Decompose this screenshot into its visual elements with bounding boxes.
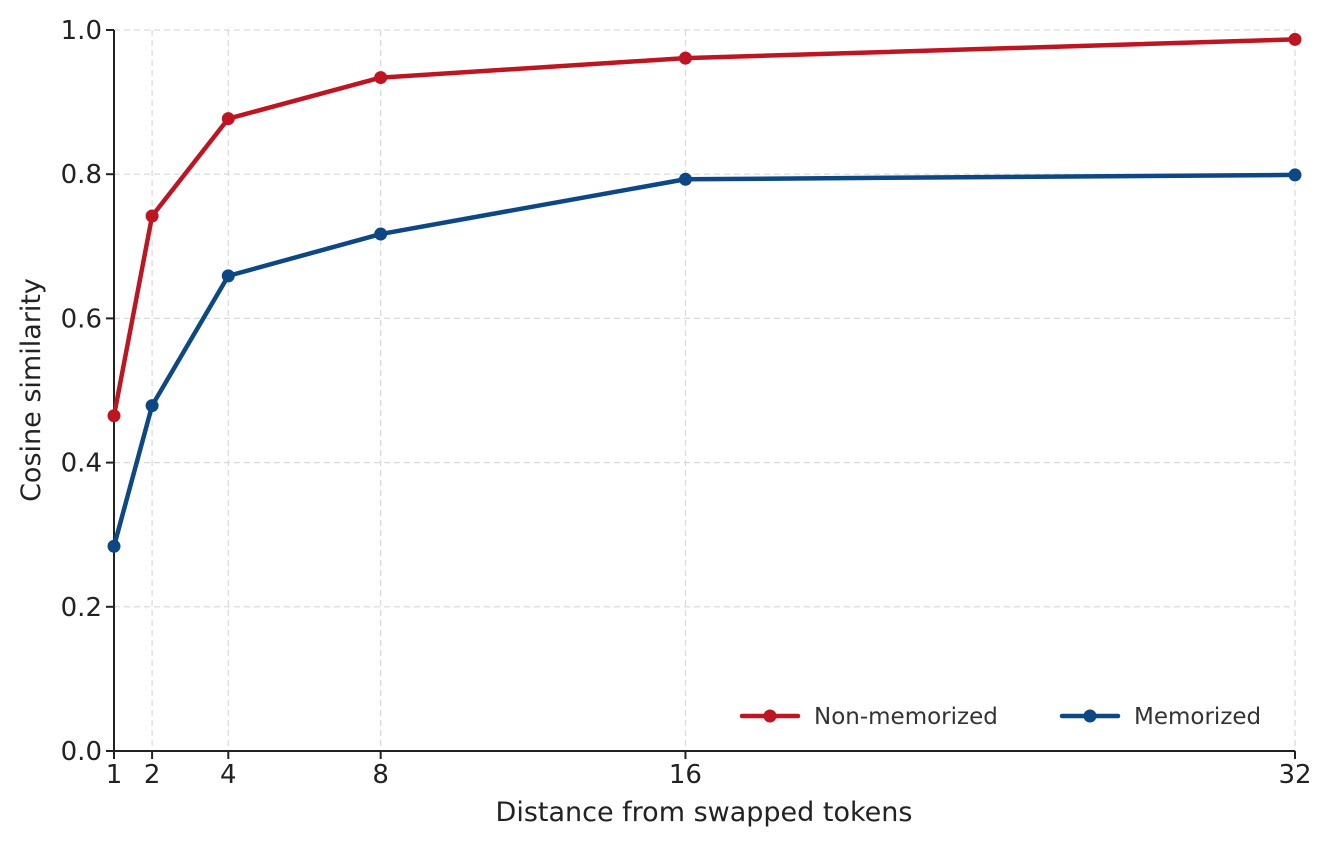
x-tick-label: 16 — [669, 760, 702, 790]
axes: 0.0 0.2 0.4 0.6 0.8 1.0 1 2 4 8 16 32 — [61, 16, 1312, 790]
data-point — [1288, 32, 1302, 46]
data-point — [221, 269, 235, 283]
y-tick-label: 0.2 — [61, 593, 102, 623]
x-tick-label: 1 — [106, 760, 123, 790]
y-tick-label: 0.0 — [61, 737, 102, 767]
data-point — [1288, 168, 1302, 182]
legend-entry: Non-memorized — [739, 704, 998, 730]
x-tick-label: 8 — [372, 760, 389, 790]
x-tick-label: 4 — [220, 760, 237, 790]
legend-label: Memorized — [1134, 704, 1261, 730]
series-line-1 — [111, 172, 1298, 549]
data-point — [678, 172, 692, 186]
data-point — [678, 51, 692, 65]
x-axis-label: Distance from swapped tokens — [496, 797, 913, 828]
data-point — [221, 112, 235, 126]
legend-entry: Memorized — [1059, 704, 1261, 730]
y-axis-label: Cosine similarity — [16, 278, 47, 502]
x-tick-label: 2 — [144, 760, 161, 790]
legend-swatch-marker — [1083, 709, 1097, 723]
legend: Non-memorized Memorized — [739, 704, 1261, 730]
series-line-0 — [111, 37, 1298, 418]
y-tick-label: 0.6 — [61, 304, 102, 334]
data-point — [374, 71, 388, 85]
y-tick-label: 1.0 — [61, 16, 102, 46]
legend-swatch-marker — [763, 709, 777, 723]
x-tick-label: 32 — [1278, 760, 1311, 790]
y-tick-label: 0.8 — [61, 160, 102, 190]
series — [107, 32, 1302, 553]
data-point — [107, 539, 121, 553]
y-tick-label: 0.4 — [61, 449, 102, 479]
data-point — [145, 209, 159, 223]
legend-label: Non-memorized — [814, 704, 998, 730]
grid — [114, 29, 1296, 751]
data-point — [145, 399, 159, 413]
data-point — [374, 227, 388, 241]
data-point — [107, 409, 121, 423]
